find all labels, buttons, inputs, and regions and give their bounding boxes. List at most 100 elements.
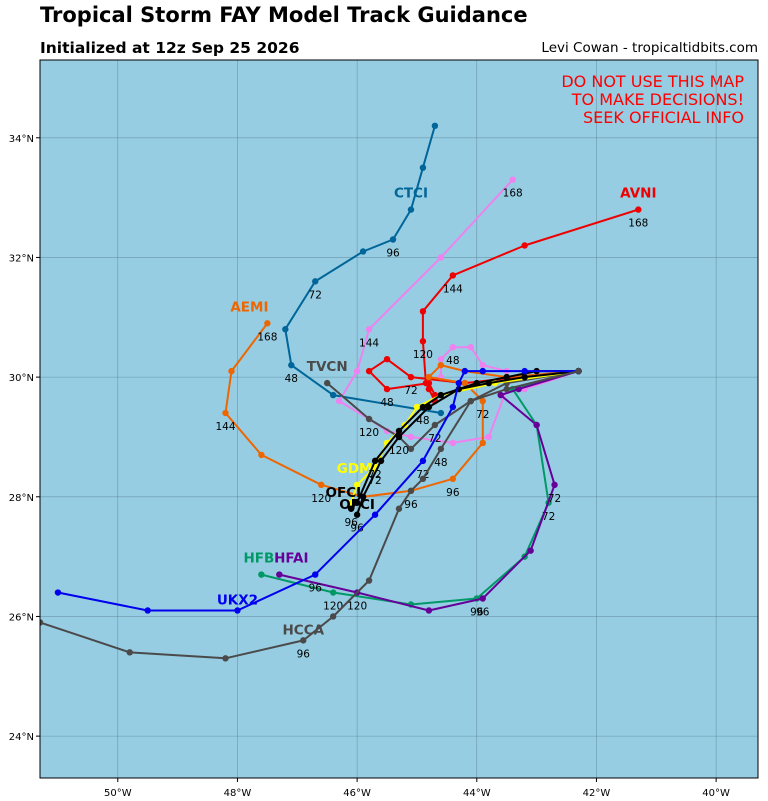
track-point xyxy=(425,403,433,411)
model-name-label: OFCL xyxy=(326,485,366,501)
track-point xyxy=(353,499,361,506)
track-point xyxy=(335,397,343,405)
track-point xyxy=(365,577,373,584)
track-point xyxy=(521,242,528,249)
model-name-label: CTCI xyxy=(394,186,428,202)
warning-line: TO MAKE DECISIONS! xyxy=(571,90,744,109)
track-point xyxy=(383,385,391,393)
track-line xyxy=(279,370,579,612)
chart-subtitle: Initialized at 12z Sep 25 2026 xyxy=(40,39,300,57)
track-point xyxy=(422,379,430,387)
track-point xyxy=(222,655,229,662)
track-point xyxy=(407,373,415,381)
forecast-hour-label: 96 xyxy=(309,583,323,595)
track-point xyxy=(407,433,415,441)
track-point xyxy=(479,361,486,369)
track-point xyxy=(371,511,379,518)
track-ofci: 120 96 OFCI xyxy=(339,367,582,535)
track-line xyxy=(284,125,442,414)
track-point xyxy=(258,451,265,459)
track-point xyxy=(425,385,433,393)
track-point xyxy=(365,415,373,423)
lon-tick-label: 42°W xyxy=(583,788,611,799)
lon-tick-label: 44°W xyxy=(463,788,491,799)
track-point xyxy=(551,481,558,489)
track-point xyxy=(635,206,642,213)
lon-tick-label: 46°W xyxy=(343,788,371,799)
track-point xyxy=(365,326,373,333)
track-point xyxy=(479,439,486,447)
forecast-hour-label: 48 xyxy=(285,373,298,385)
forecast-hour-label: 72 xyxy=(548,493,561,505)
chart-title: Tropical Storm FAY Model Track Guidance xyxy=(40,3,528,27)
track-line xyxy=(326,370,579,450)
track-point xyxy=(234,607,241,614)
track-point xyxy=(449,403,457,411)
track-point xyxy=(431,421,439,429)
forecast-hour-label: 120 xyxy=(389,445,409,457)
track-point xyxy=(503,385,510,393)
forecast-hour-label: 168 xyxy=(628,218,648,230)
forecast-hour-label: 72 xyxy=(309,289,322,301)
track-point xyxy=(419,164,427,171)
track-point xyxy=(533,421,540,429)
forecast-hour-label: 48 xyxy=(446,355,459,367)
track-point xyxy=(395,505,403,512)
track-point xyxy=(425,607,433,614)
track-point xyxy=(479,397,486,405)
track-point xyxy=(419,308,427,315)
track-line xyxy=(350,370,579,510)
track-point xyxy=(485,379,492,387)
track-point xyxy=(222,409,229,417)
track-point xyxy=(503,373,510,381)
track-point xyxy=(449,344,457,351)
track-point xyxy=(437,391,445,399)
map-grid xyxy=(40,60,758,778)
forecast-hour-label: 96 xyxy=(350,523,364,535)
forecast-hour-label: 144 xyxy=(359,337,379,349)
track-point xyxy=(359,493,367,500)
track-point xyxy=(467,344,474,351)
track-point xyxy=(329,391,337,399)
track-point xyxy=(407,206,415,213)
lat-tick-label: 30°N xyxy=(9,373,34,384)
track-point xyxy=(419,457,427,465)
track-point xyxy=(407,445,415,453)
track-point xyxy=(329,613,337,620)
forecast-hour-label: 144 xyxy=(215,421,235,433)
forecast-hour-label: 120 xyxy=(347,601,367,613)
warning-line: SEEK OFFICIAL INFO xyxy=(583,108,744,127)
model-name-label: GDMI xyxy=(337,461,378,477)
track-point xyxy=(521,373,528,381)
track-point xyxy=(144,607,151,614)
track-point xyxy=(288,361,295,369)
track-point xyxy=(54,589,62,596)
track-point xyxy=(497,391,504,399)
forecast-hour-label: 72 xyxy=(542,511,555,523)
track-point xyxy=(353,511,361,518)
track-point xyxy=(389,236,397,243)
forecast-hour-label: 96 xyxy=(470,607,484,619)
model-name-label: UKX2 xyxy=(217,592,258,608)
track-point xyxy=(365,367,373,375)
track-point xyxy=(431,122,439,130)
forecast-hour-label: 72 xyxy=(476,409,489,421)
model-name-label: OFCI xyxy=(339,497,375,513)
forecast-hour-label: 96 xyxy=(344,517,358,529)
track-point xyxy=(467,397,474,405)
track-point xyxy=(329,589,337,596)
track-point xyxy=(353,481,361,489)
lat-tick-label: 26°N xyxy=(9,612,34,623)
forecast-hour-label: 96 xyxy=(446,487,460,499)
track-point xyxy=(419,338,427,345)
credit-text: Levi Cowan - tropicaltidbits.com xyxy=(541,40,758,56)
track-point xyxy=(276,571,283,578)
forecast-hour-label: 120 xyxy=(311,493,331,505)
model-name-label: HCCA xyxy=(282,622,324,638)
track-point xyxy=(437,355,445,363)
track-point xyxy=(575,367,582,375)
track-point xyxy=(449,475,457,483)
map-frame xyxy=(39,59,759,779)
model-name-label: AVNI xyxy=(620,186,656,202)
